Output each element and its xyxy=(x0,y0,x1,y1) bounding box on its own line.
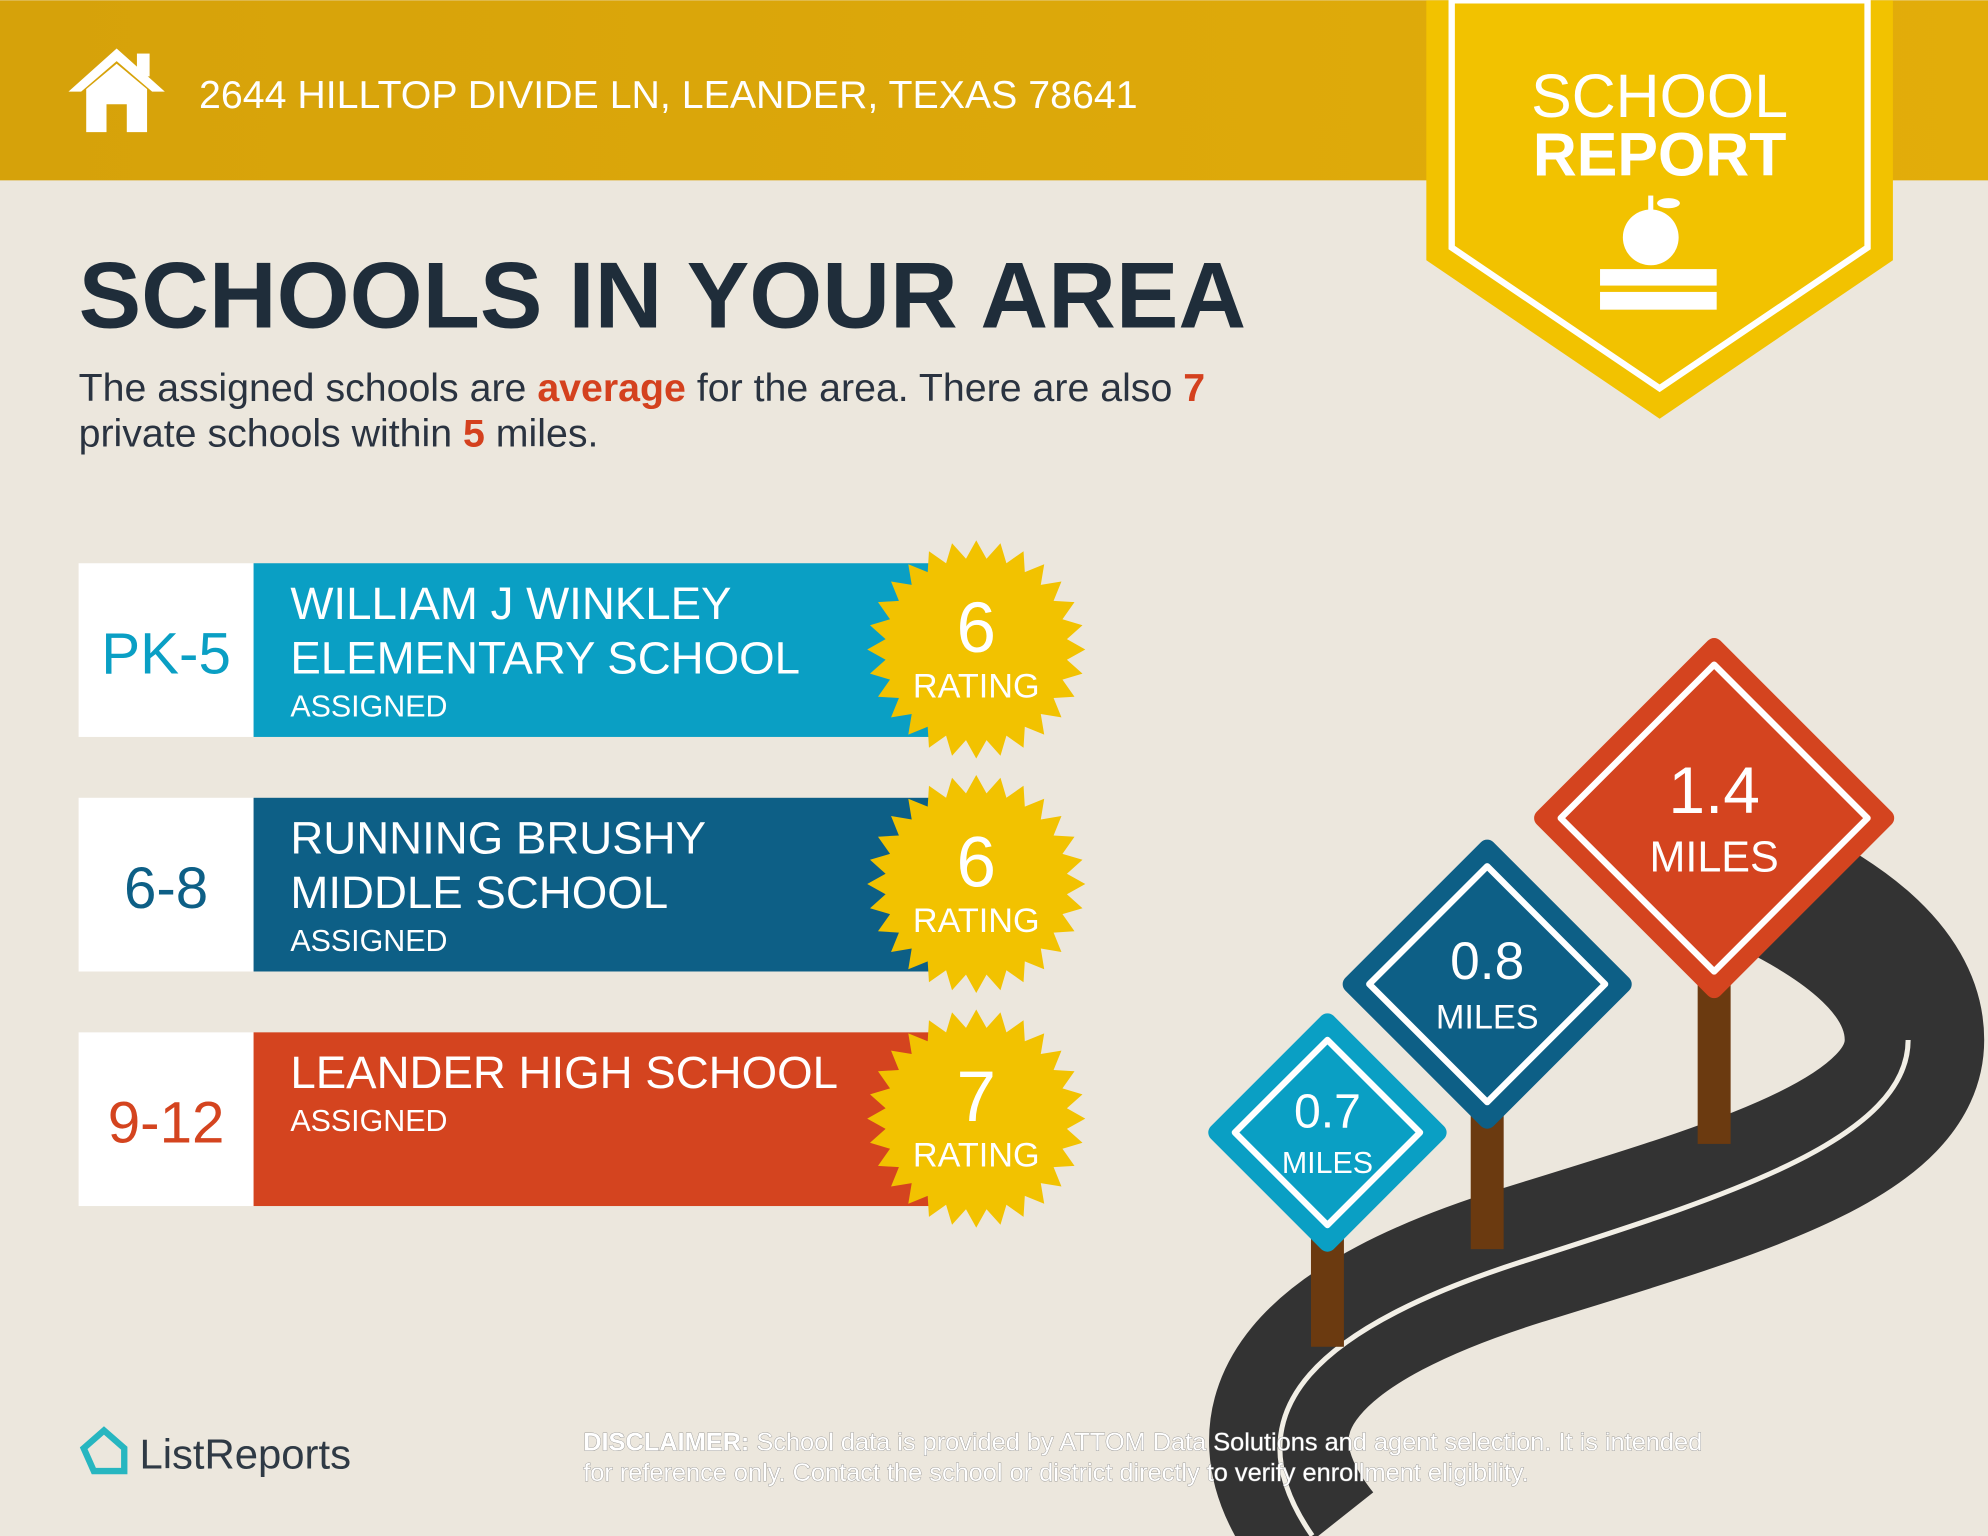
school-status: ASSIGNED xyxy=(290,1104,447,1138)
rating-badge xyxy=(867,540,1086,759)
sign-unit: MILES xyxy=(1436,999,1539,1037)
summary-text: private schools within xyxy=(79,412,463,456)
rating: 7 xyxy=(957,1058,997,1137)
sign-unit: MILES xyxy=(1282,1146,1373,1180)
rating-label: RATING xyxy=(913,668,1040,706)
school-bar xyxy=(253,797,939,972)
sign-plate xyxy=(1342,839,1632,1129)
grade-box xyxy=(78,563,254,737)
sign-border xyxy=(1557,661,1871,975)
sign-border xyxy=(1231,1036,1424,1229)
grade-box xyxy=(78,1032,254,1207)
badge-line1: SCHOOL xyxy=(1531,62,1788,130)
page-title: SCHOOLS IN YOUR AREA xyxy=(79,242,1247,347)
distance-sign: 0.8 MILES xyxy=(1342,839,1632,1250)
summary-line1: The assigned schools are average for the… xyxy=(79,366,1205,410)
school-bar xyxy=(253,1032,939,1207)
address: 2644 HILLTOP DIVIDE LN, LEANDER, TEXAS 7… xyxy=(199,73,1138,117)
school-name: RUNNING BRUSHY xyxy=(290,813,706,864)
grade: 6-8 xyxy=(124,856,208,921)
road xyxy=(1209,825,1985,1536)
apple-books-icon xyxy=(1600,195,1717,310)
rating: 6 xyxy=(957,824,997,903)
school-name: MIDDLE SCHOOL xyxy=(290,867,668,918)
sign-plate xyxy=(1534,638,1895,999)
rating-label: RATING xyxy=(913,902,1040,940)
grade: 9-12 xyxy=(108,1091,225,1156)
distance-sign: 1.4 MILES xyxy=(1534,638,1895,1144)
sign-border xyxy=(1366,863,1609,1106)
summary-line2: private schools within 5 miles. xyxy=(79,412,599,456)
school-bar xyxy=(253,563,939,737)
grade-box xyxy=(78,797,254,972)
sign-distance: 0.8 xyxy=(1450,932,1524,991)
school-status: ASSIGNED xyxy=(290,690,447,724)
grade: PK-5 xyxy=(101,622,231,687)
school-name: LEANDER HIGH SCHOOL xyxy=(290,1047,838,1098)
summary-count: 7 xyxy=(1183,366,1205,410)
school-name: ELEMENTARY SCHOOL xyxy=(290,633,800,684)
rating-label: RATING xyxy=(913,1137,1040,1175)
summary-text: miles. xyxy=(485,412,599,456)
distance-sign: 0.7 MILES xyxy=(1208,1013,1447,1347)
disclaimer-line2: for reference only. Contact the school o… xyxy=(583,1459,1529,1487)
badge: SCHOOL REPORT xyxy=(1426,0,1893,419)
summary-text: for the area. There are also xyxy=(686,366,1183,410)
school-status: ASSIGNED xyxy=(290,924,447,958)
rating-badge xyxy=(867,774,1086,994)
disclaimer-label: DISCLAIMER: xyxy=(583,1429,749,1457)
badge-line2: REPORT xyxy=(1533,120,1787,188)
brand-logo: ListReports xyxy=(79,1426,351,1477)
disclaimer-line1: DISCLAIMER: School data is provided by A… xyxy=(583,1429,1702,1457)
rating-badge xyxy=(867,1009,1086,1228)
summary-radius: 5 xyxy=(463,412,485,456)
summary-quality: average xyxy=(537,366,686,410)
home-icon xyxy=(68,48,165,133)
school-name: WILLIAM J WINKLEY xyxy=(290,578,731,629)
sign-unit: MILES xyxy=(1649,833,1778,881)
sign-distance: 1.4 xyxy=(1668,753,1760,827)
brand-name: ListReports xyxy=(139,1430,351,1477)
sign-plate xyxy=(1208,1013,1447,1252)
rating: 6 xyxy=(957,589,997,668)
disclaimer-text: School data is provided by ATTOM Data So… xyxy=(749,1429,1702,1457)
sign-distance: 0.7 xyxy=(1294,1084,1361,1138)
summary-text: The assigned schools are xyxy=(79,366,538,410)
